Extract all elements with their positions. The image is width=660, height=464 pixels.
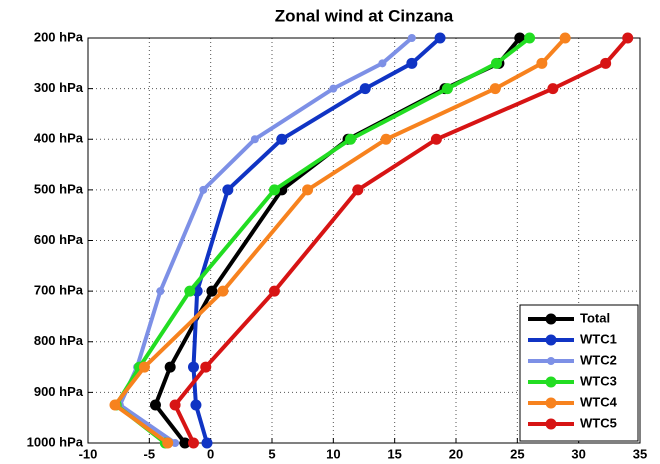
point: [600, 57, 612, 69]
point: [179, 437, 191, 449]
point: [430, 133, 442, 145]
x-tick-label: 15: [387, 446, 401, 461]
point: [514, 32, 526, 44]
point: [268, 184, 280, 196]
point: [187, 437, 199, 449]
point: [490, 57, 502, 69]
y-tick-label: 300 hPa: [34, 80, 84, 95]
point: [199, 185, 208, 194]
point: [302, 184, 314, 196]
point: [138, 361, 150, 373]
point: [276, 133, 288, 145]
point: [164, 361, 176, 373]
point: [378, 59, 387, 68]
point: [407, 34, 416, 42]
legend-label: WTC4: [580, 394, 618, 409]
x-tick-label: -5: [144, 446, 156, 461]
point: [184, 285, 196, 297]
point: [329, 84, 338, 93]
point: [169, 399, 181, 411]
y-tick-label: 400 hPa: [34, 131, 84, 146]
legend-box: [519, 304, 639, 442]
chart-title: Zonal wind at Cinzana: [275, 6, 454, 25]
legend-marker: [545, 418, 557, 430]
y-tick-label: 1000 hPa: [27, 434, 84, 449]
y-tick-label: 800 hPa: [34, 333, 84, 348]
point: [156, 287, 165, 296]
y-tick-label: 700 hPa: [34, 283, 84, 298]
point: [222, 184, 234, 196]
x-tick-label: 35: [633, 446, 647, 461]
point: [109, 399, 121, 411]
legend-marker: [545, 334, 557, 346]
legend-label: WTC5: [580, 415, 617, 430]
legend-marker: [545, 376, 557, 388]
legend-label: WTC3: [580, 373, 617, 388]
point: [406, 57, 418, 69]
legend-marker: [545, 313, 557, 325]
legend-label: Total: [580, 310, 610, 325]
y-tick-label: 500 hPa: [34, 181, 84, 196]
legend-marker: [545, 397, 557, 409]
point: [536, 57, 548, 69]
y-tick-label: 900 hPa: [34, 384, 84, 399]
point: [200, 361, 212, 373]
x-tick-label: 10: [326, 446, 340, 461]
point: [359, 83, 371, 95]
point: [441, 83, 453, 95]
point: [622, 32, 634, 44]
x-tick-label: 0: [207, 446, 214, 461]
point: [217, 285, 229, 297]
x-tick-label: 25: [510, 446, 524, 461]
point: [524, 32, 536, 44]
x-tick-label: 20: [449, 446, 463, 461]
point: [489, 83, 501, 95]
point: [434, 32, 446, 44]
x-tick-label: 5: [268, 446, 275, 461]
x-tick-label: 30: [571, 446, 585, 461]
legend-label: WTC1: [580, 331, 617, 346]
point: [171, 439, 180, 447]
point: [547, 83, 559, 95]
point: [380, 133, 392, 145]
point: [268, 285, 280, 297]
point: [206, 285, 218, 297]
y-tick-label: 200 hPa: [34, 29, 84, 44]
x-tick-label: -10: [79, 446, 98, 461]
point: [559, 32, 571, 44]
point: [187, 361, 199, 373]
point: [149, 399, 161, 411]
legend-label: WTC2: [580, 352, 617, 367]
point: [162, 437, 174, 449]
y-tick-label: 600 hPa: [34, 232, 84, 247]
point: [345, 133, 357, 145]
point: [352, 184, 364, 196]
point: [190, 399, 202, 411]
plot-frame: [87, 37, 641, 444]
legend-marker: [547, 357, 555, 365]
point: [250, 135, 259, 144]
point: [201, 437, 213, 449]
